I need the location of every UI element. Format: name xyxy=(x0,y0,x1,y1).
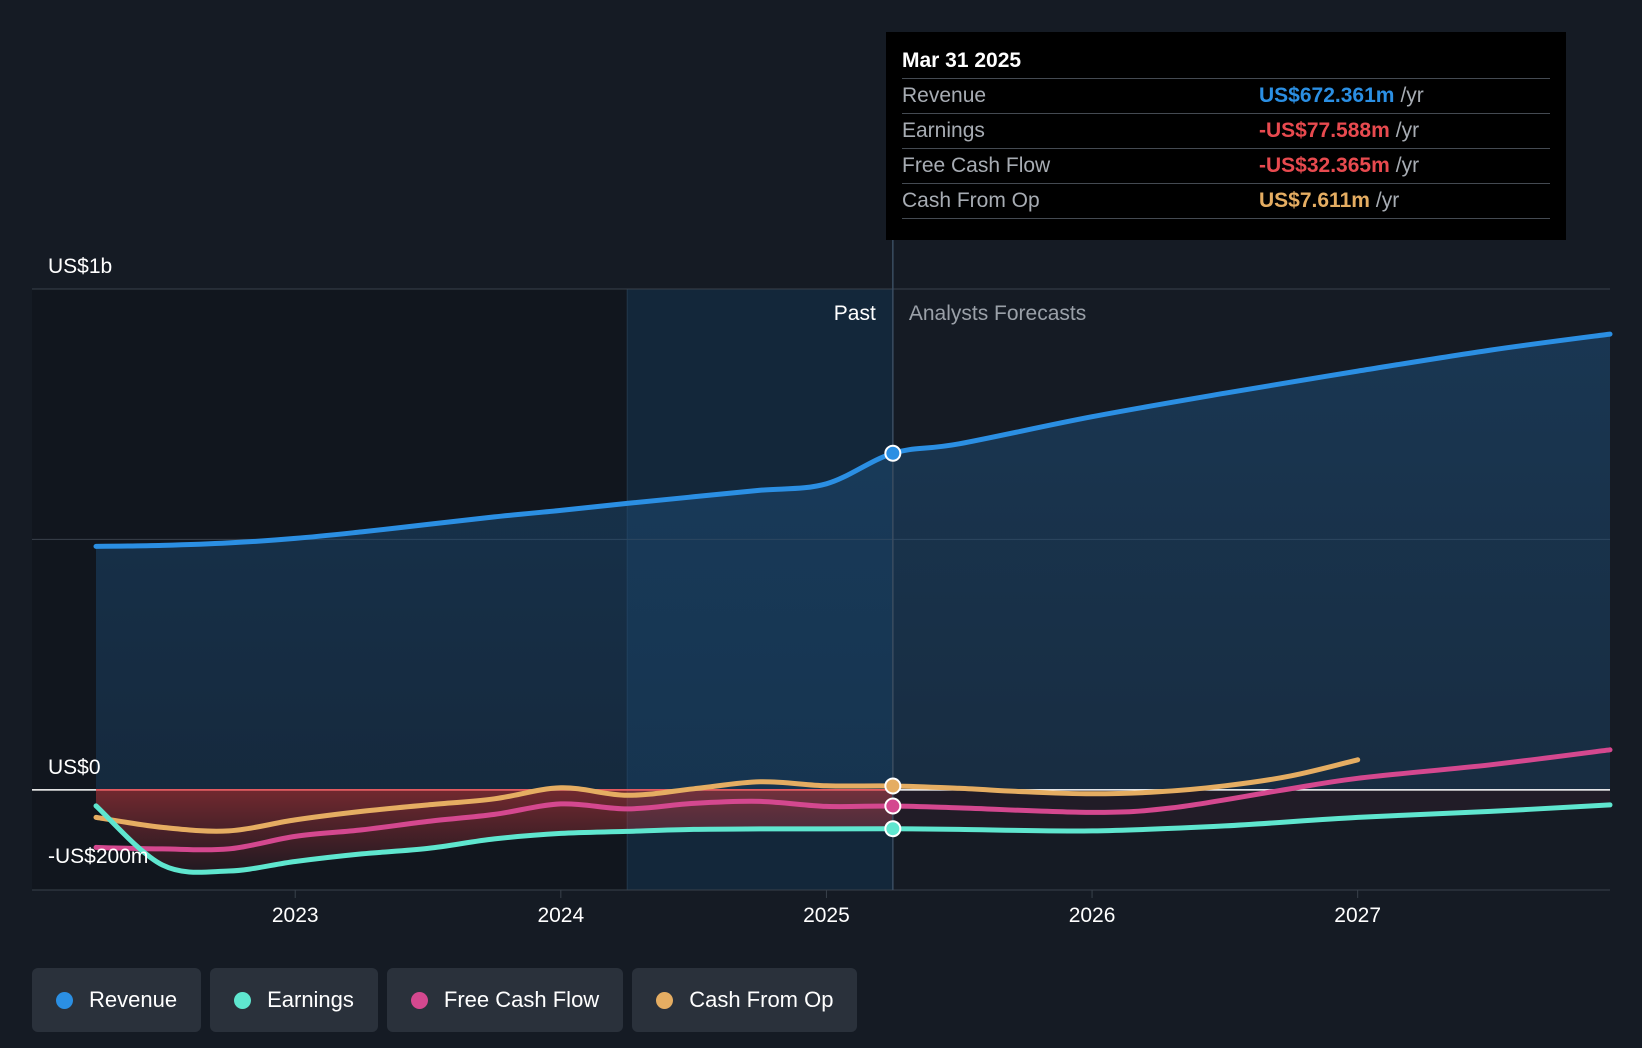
x-tick-label: 2026 xyxy=(1069,904,1116,927)
tooltip-value: -US$32.365m xyxy=(1259,154,1390,177)
tooltip-row-cash-from-op: Cash From Op US$7.611m /yr xyxy=(902,184,1550,219)
marker-cash-from-op xyxy=(884,777,902,795)
tooltip-value: US$672.361m xyxy=(1259,84,1395,107)
legend-label: Free Cash Flow xyxy=(443,987,600,1012)
legend-item-free-cash-flow[interactable]: Free Cash Flow xyxy=(386,968,624,1032)
legend-item-earnings[interactable]: Earnings xyxy=(210,968,378,1032)
y-tick-label: -US$200m xyxy=(48,845,148,868)
marker-free-cash-flow xyxy=(884,797,902,815)
legend: Revenue Earnings Free Cash Flow Cash Fro… xyxy=(32,968,858,1032)
forecast-label: Analysts Forecasts xyxy=(909,302,1086,325)
series-line-cash-from-op xyxy=(93,757,1361,834)
revenue-area xyxy=(96,334,1610,790)
revenue-dot-icon xyxy=(56,991,73,1009)
legend-item-cash-from-op[interactable]: Cash From Op xyxy=(632,968,858,1032)
legend-item-revenue[interactable]: Revenue xyxy=(32,968,202,1032)
x-tick-label: 2024 xyxy=(537,904,584,927)
tooltip-label: Free Cash Flow xyxy=(902,154,1051,177)
past-label: Past xyxy=(834,302,876,325)
earnings-dot-icon xyxy=(234,991,252,1009)
free-cash-flow-dot-icon xyxy=(410,991,428,1009)
x-tick-label: 2027 xyxy=(1334,904,1381,927)
tooltip-value: US$7.611m xyxy=(1259,189,1370,212)
legend-label: Earnings xyxy=(267,987,354,1012)
tooltip-unit: /yr xyxy=(1400,84,1424,107)
series-line-free-cash-flow xyxy=(93,747,1613,853)
tooltip-unit: /yr xyxy=(1395,154,1420,177)
tooltip: Mar 31 2025 Revenue US$672.361m /yr Earn… xyxy=(886,32,1566,240)
legend-label: Cash From Op xyxy=(689,987,834,1012)
tooltip-label: Cash From Op xyxy=(902,189,1040,212)
marker-revenue xyxy=(884,444,902,462)
tooltip-unit: /yr xyxy=(1395,119,1420,142)
tooltip-value: -US$77.588m xyxy=(1259,119,1390,142)
tooltip-date: Mar 31 2025 xyxy=(902,44,1550,79)
legend-label: Revenue xyxy=(89,987,178,1012)
marker-earnings xyxy=(884,820,902,838)
cash-from-op-dot-icon xyxy=(656,991,674,1009)
tooltip-row-earnings: Earnings -US$77.588m /yr xyxy=(902,114,1550,149)
tooltip-row-revenue: Revenue US$672.361m /yr xyxy=(902,79,1550,114)
forecast-loss-area xyxy=(892,789,1610,832)
tooltip-unit: /yr xyxy=(1375,189,1400,212)
series-line-revenue xyxy=(93,331,1613,549)
x-tick-label: 2025 xyxy=(803,904,850,927)
y-tick-label: US$1b xyxy=(48,255,112,278)
loss-area xyxy=(96,789,893,873)
series-line-earnings xyxy=(93,802,1613,875)
x-tick-label: 2023 xyxy=(272,904,319,927)
tooltip-label: Earnings xyxy=(902,119,985,142)
tooltip-label: Revenue xyxy=(902,84,987,107)
y-tick-label: US$0 xyxy=(48,756,101,779)
tooltip-row-free-cash-flow: Free Cash Flow -US$32.365m /yr xyxy=(902,149,1550,184)
